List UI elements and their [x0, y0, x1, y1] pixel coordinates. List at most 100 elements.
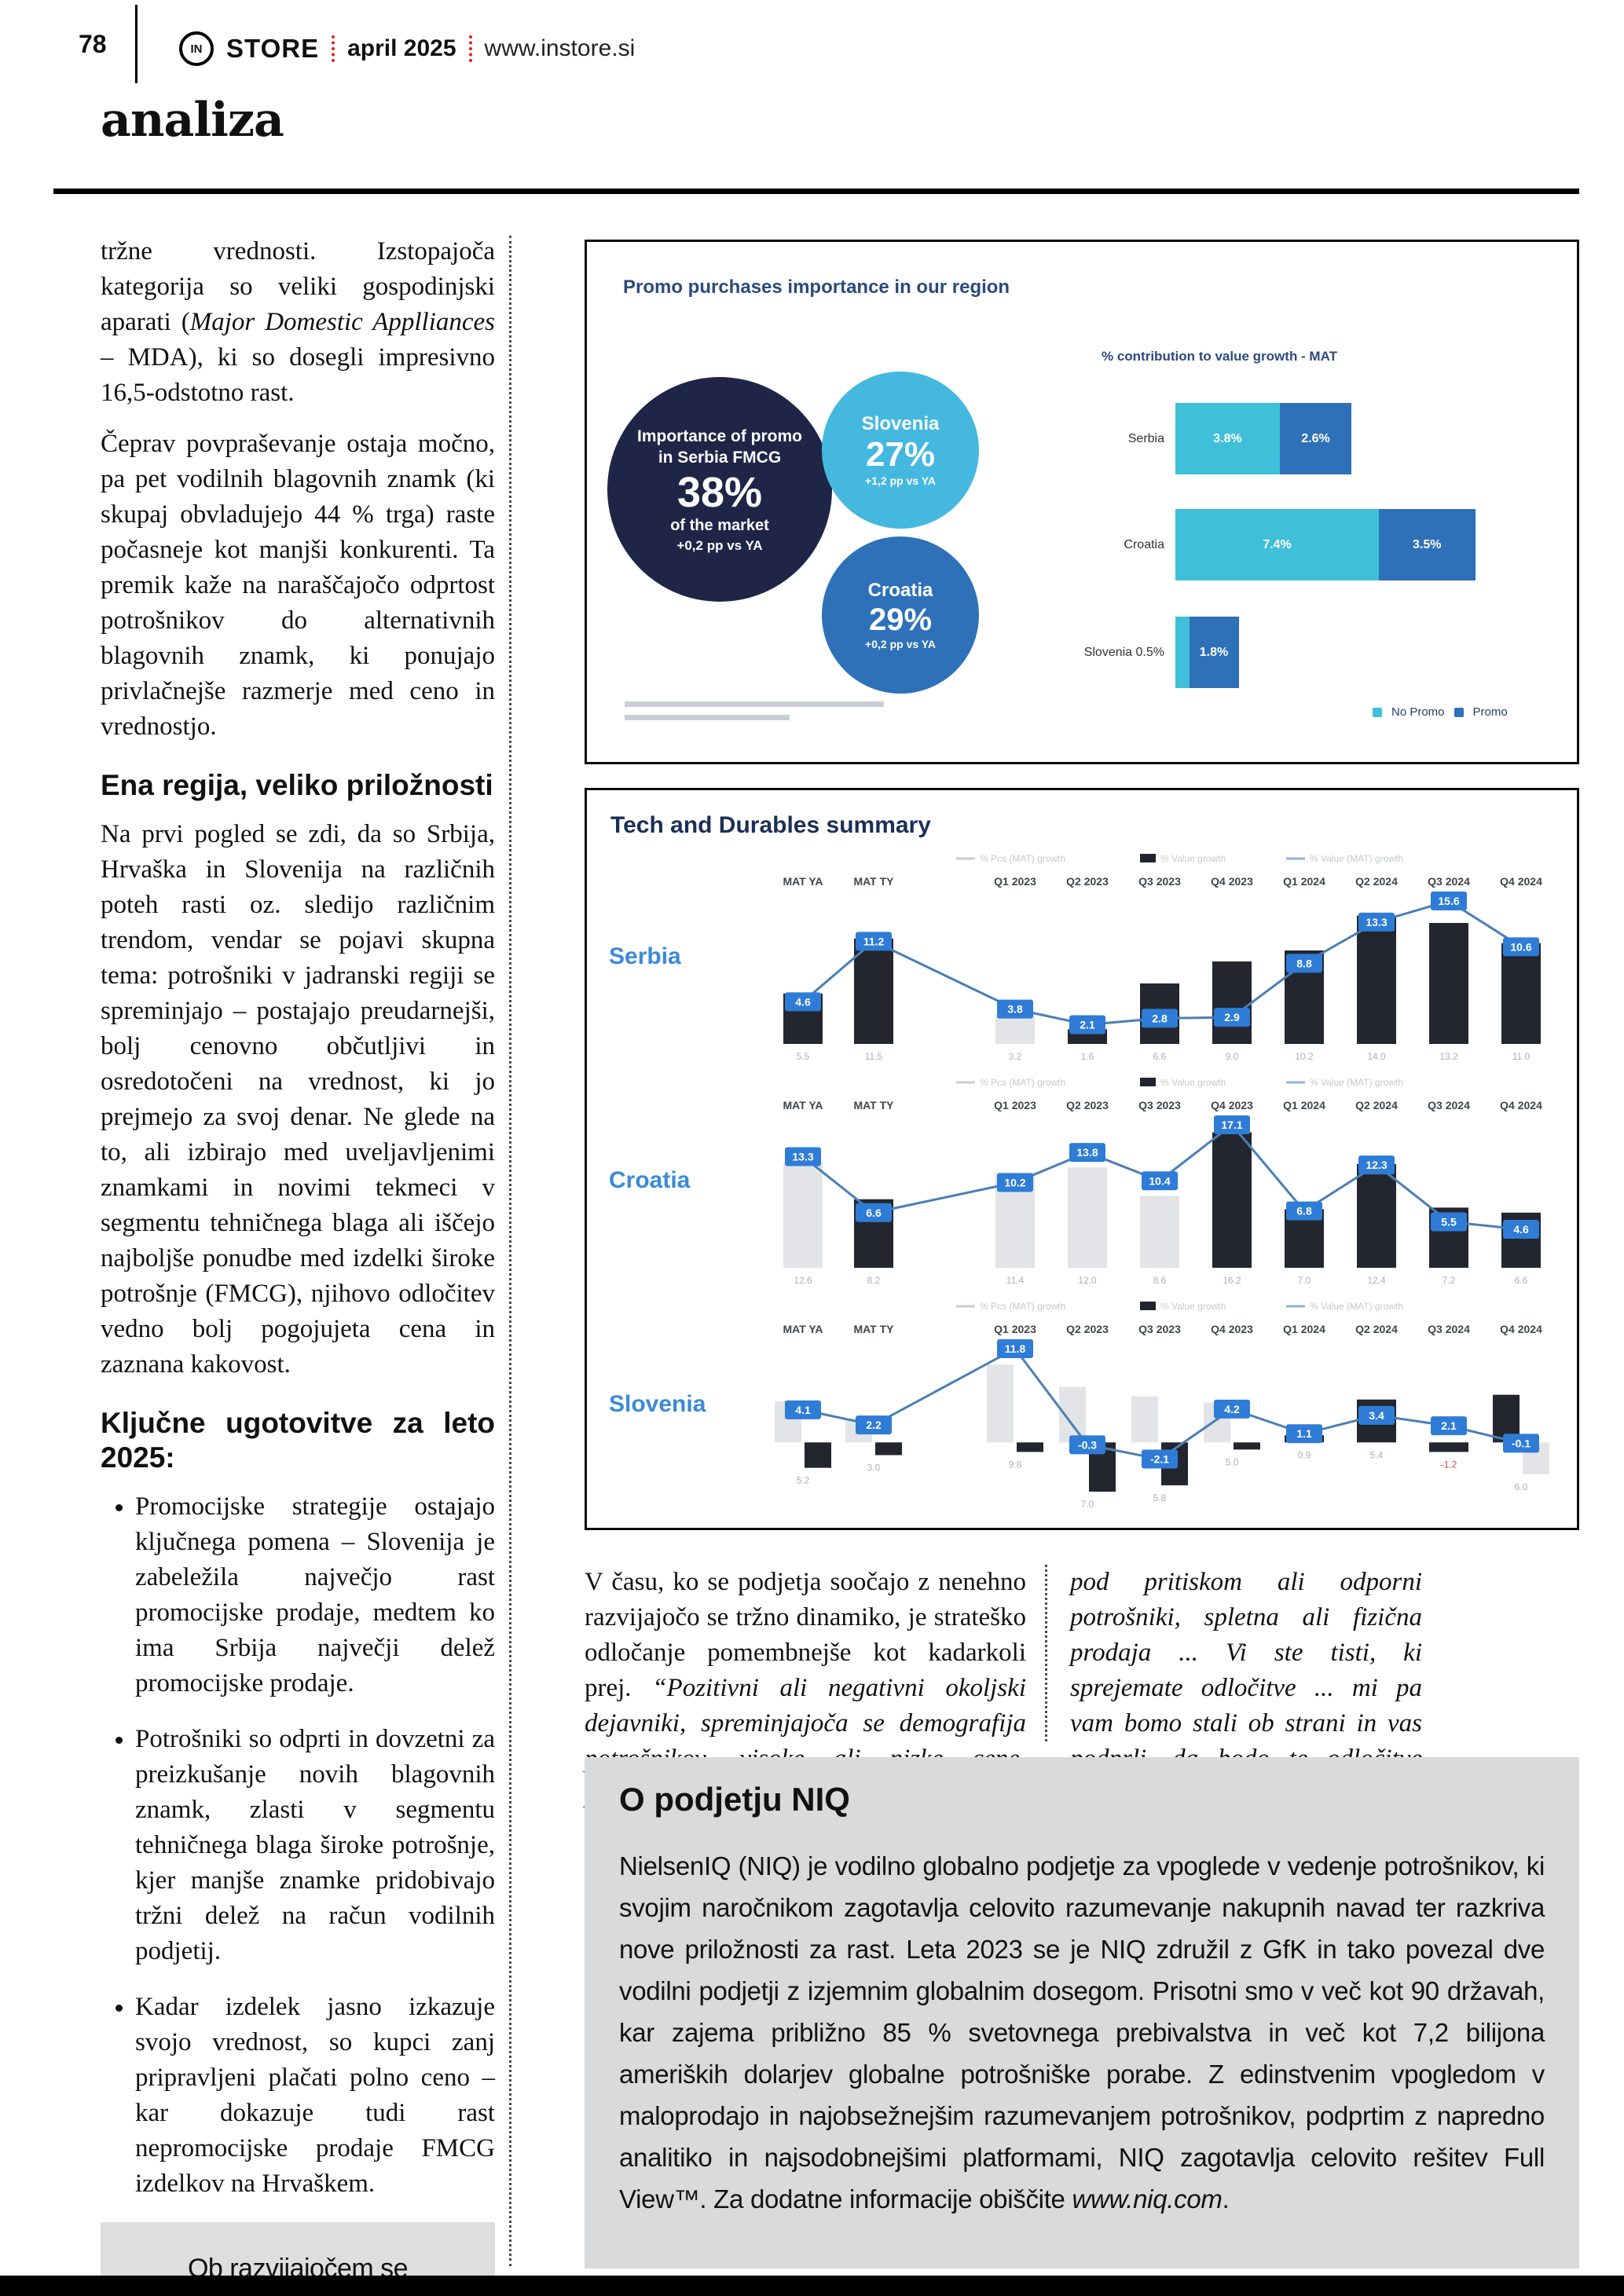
no-promo-segment: 7.4% [1175, 509, 1379, 580]
logo-monogram: IN [190, 42, 203, 56]
svg-text:13.2: 13.2 [1439, 1051, 1458, 1062]
bubble-label: Importance of promo in Serbia FMCG [636, 427, 802, 467]
svg-text:Q1 2024: Q1 2024 [1283, 1323, 1325, 1335]
legend-label: Promo [1472, 705, 1508, 719]
legend-label: No Promo [1391, 705, 1445, 719]
source-line [625, 701, 884, 707]
promo-segment: 2.6% [1280, 403, 1351, 474]
serbia-plot: % Pcs (MAT) growth % Value growth % Value … [783, 853, 1542, 1062]
svg-text:5.0: 5.0 [1226, 1456, 1239, 1467]
svg-text:2.1: 2.1 [1441, 1419, 1457, 1432]
instore-logo-icon: IN [179, 31, 214, 66]
website-link[interactable]: www.instore.si [484, 35, 636, 61]
svg-text:3.0: 3.0 [867, 1462, 881, 1473]
svg-text:12.3: 12.3 [1366, 1159, 1387, 1171]
svg-text:4.6: 4.6 [795, 995, 811, 1008]
svg-text:10.4: 10.4 [1149, 1174, 1170, 1187]
brand-name: STORE [226, 34, 320, 63]
bar-row: Croatia 7.4% 3.5% [964, 509, 1476, 580]
svg-text:3.4: 3.4 [1369, 1409, 1384, 1422]
page-number: 78 [79, 30, 107, 58]
svg-text:2.8: 2.8 [1152, 1012, 1168, 1024]
bar-chart-title: % contribution to value growth - MAT [1102, 349, 1337, 364]
svg-text:Q4 2024: Q4 2024 [1500, 1099, 1542, 1111]
svg-text:Q4 2024: Q4 2024 [1500, 875, 1542, 888]
svg-text:-2.1: -2.1 [1150, 1453, 1169, 1466]
svg-text:11.0: 11.0 [1512, 1051, 1531, 1062]
svg-text:% Pcs (MAT) growth: % Pcs (MAT) growth [980, 1077, 1065, 1088]
no-promo-swatch-icon [1373, 707, 1382, 717]
niq-info-box: O podjetju NIQ NielsenIQ (NIQ) je vodiln… [585, 1757, 1579, 2269]
svg-text:17.1: 17.1 [1221, 1119, 1242, 1131]
paragraph-text: – MDA), ki so dosegli impresivno 16,5-od… [101, 343, 495, 407]
page-bottom-bar [0, 2276, 1624, 2296]
no-promo-segment: 3.8% [1175, 403, 1280, 474]
svg-text:Q2 2023: Q2 2023 [1066, 875, 1109, 888]
svg-text:7.0: 7.0 [1298, 1275, 1311, 1286]
column-dotted-divider [509, 236, 511, 2266]
svg-text:8.8: 8.8 [1296, 957, 1312, 969]
section-title: analiza [101, 93, 284, 148]
svg-text:2.9: 2.9 [1224, 1011, 1240, 1023]
svg-text:Q2 2024: Q2 2024 [1355, 1099, 1398, 1111]
svg-text:10.2: 10.2 [1004, 1176, 1025, 1188]
slovenia-plot: % Pcs (MAT) growth % Value growth % Value … [775, 1301, 1549, 1510]
svg-text:Q1 2023: Q1 2023 [994, 1099, 1036, 1111]
panel-label: Croatia [609, 1167, 691, 1193]
svg-text:Q4 2024: Q4 2024 [1500, 1323, 1542, 1335]
list-item: Kadar izdelek jasno izkazuje svojo vredn… [135, 1990, 495, 2202]
svg-text:1.1: 1.1 [1296, 1427, 1312, 1440]
svg-text:Q1 2024: Q1 2024 [1283, 1099, 1325, 1111]
promo-swatch-icon [1454, 707, 1464, 717]
svg-text:0.9: 0.9 [1298, 1449, 1311, 1460]
svg-text:13.3: 13.3 [792, 1150, 813, 1163]
svg-text:5.8: 5.8 [1153, 1492, 1167, 1503]
svg-text:7.0: 7.0 [1081, 1499, 1094, 1510]
list-item: Promocijske strategije ostajajo ključneg… [135, 1489, 495, 1701]
svg-text:2.1: 2.1 [1080, 1019, 1095, 1031]
svg-text:MAT YA: MAT YA [783, 875, 823, 888]
svg-text:8.2: 8.2 [867, 1275, 881, 1286]
svg-text:3.8: 3.8 [1007, 1003, 1023, 1016]
red-dotted-divider [468, 35, 472, 62]
svg-text:Q1 2024: Q1 2024 [1283, 875, 1325, 888]
svg-text:Q3 2023: Q3 2023 [1138, 1099, 1181, 1111]
paragraph-region-trends: Na prvi pogled se zdi, da so Srbija, Hrv… [101, 820, 495, 1379]
column-dotted-divider [1045, 1565, 1047, 1741]
bubble-value: 27% [865, 435, 936, 474]
svg-text:Q3 2024: Q3 2024 [1428, 1099, 1470, 1111]
svg-text:7.2: 7.2 [1443, 1275, 1456, 1286]
svg-text:-0.1: -0.1 [1512, 1437, 1531, 1449]
bubble-value: 29% [868, 602, 933, 637]
svg-text:% Pcs (MAT) growth: % Pcs (MAT) growth [980, 1301, 1065, 1312]
source-note-lines [625, 701, 884, 728]
svg-text:10.2: 10.2 [1295, 1051, 1314, 1062]
red-dotted-divider [332, 35, 335, 62]
serbia-promo-bubble: Importance of promo in Serbia FMCG 38% o… [607, 377, 832, 602]
svg-text:6.6: 6.6 [1153, 1051, 1167, 1062]
svg-text:Q1 2023: Q1 2023 [994, 875, 1036, 888]
svg-text:Q4 2023: Q4 2023 [1211, 1099, 1253, 1111]
key-findings-list: Promocijske strategije ostajajo ključneg… [101, 1489, 495, 2202]
svg-text:11.4: 11.4 [1006, 1275, 1025, 1286]
top-rule [53, 189, 1579, 194]
svg-text:9.8: 9.8 [1009, 1459, 1022, 1470]
svg-text:MAT YA: MAT YA [783, 1099, 823, 1111]
svg-text:Q2 2024: Q2 2024 [1355, 875, 1398, 888]
serbia-panel: Serbia % Pcs (MAT) growth % Value growth%… [587, 849, 1577, 1073]
chart-title: Promo purchases importance in our region [623, 276, 1010, 298]
box-title: O podjetju NIQ [619, 1781, 850, 1818]
bar-row-label: Serbia [1127, 431, 1164, 445]
svg-text:MAT YA: MAT YA [783, 1323, 823, 1335]
svg-text:15.6: 15.6 [1438, 895, 1459, 907]
svg-text:-0.3: -0.3 [1078, 1438, 1097, 1451]
panel-label: Serbia [609, 943, 681, 969]
slovenia-promo-bubble: Slovenia 27% +1,2 pp vs YA [822, 372, 979, 529]
svg-text:% Value growth: % Value growth [1160, 1301, 1226, 1312]
svg-text:MAT TY: MAT TY [853, 1099, 894, 1111]
niq-website-link[interactable]: www.niq.com [1072, 2184, 1223, 2214]
bar-row-label: Slovenia 0.5% [1083, 645, 1164, 659]
svg-text:13.3: 13.3 [1366, 916, 1387, 928]
svg-text:MAT TY: MAT TY [853, 1323, 894, 1335]
